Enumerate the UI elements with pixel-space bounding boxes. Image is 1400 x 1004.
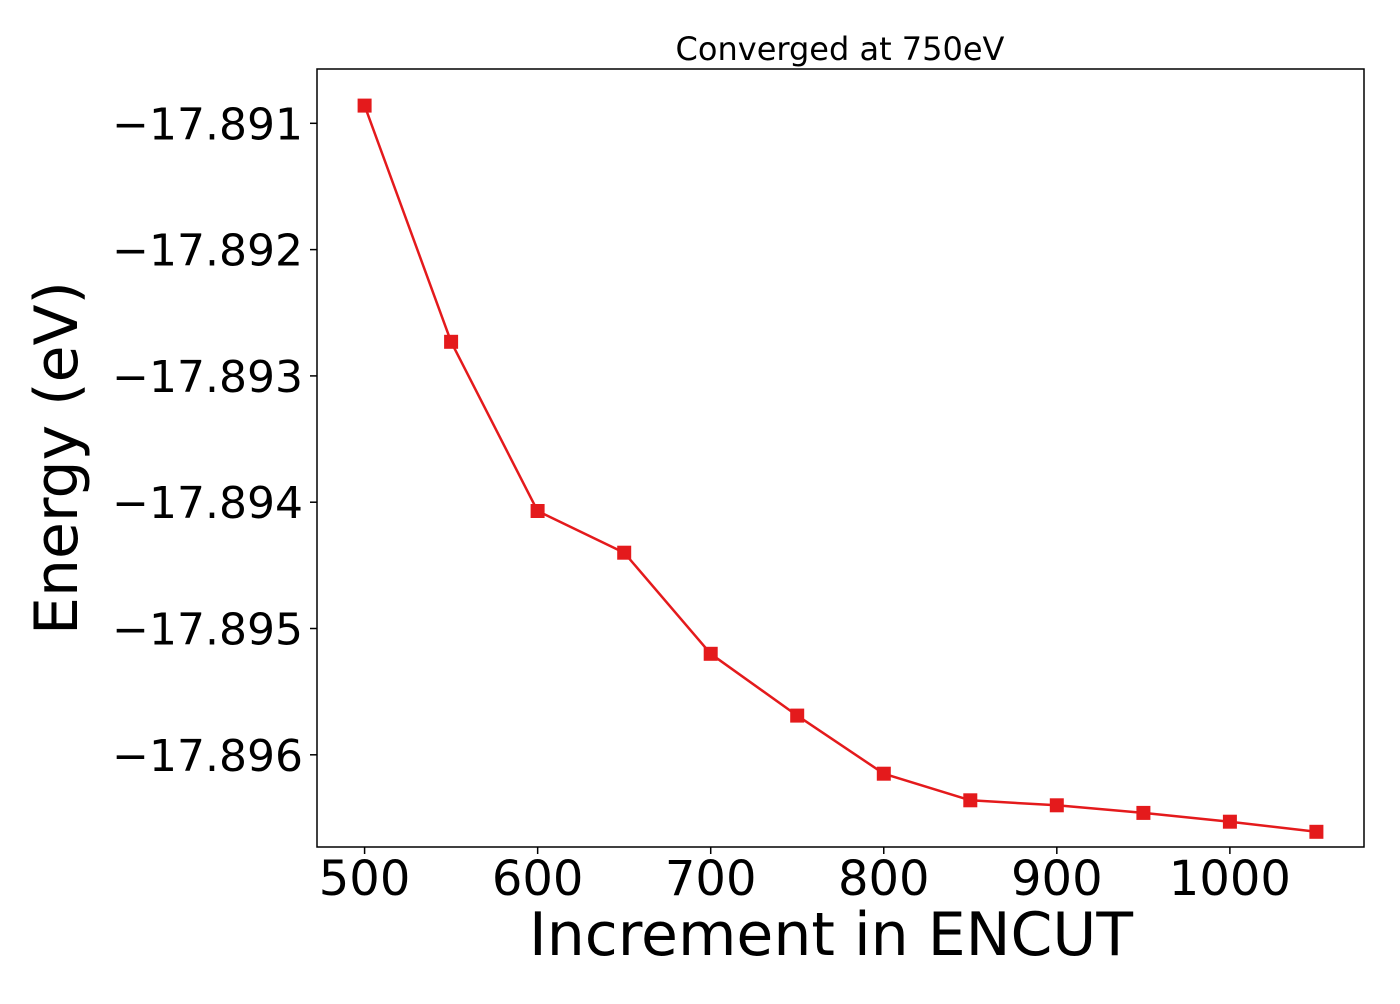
plot-area-frame (316, 68, 1365, 848)
chart-title: Converged at 750eV (676, 30, 1005, 68)
data-point-marker (617, 545, 632, 560)
series-line (363, 105, 1317, 834)
x-axis-ticks: 500 600 700 800 900 1000 (319, 847, 1291, 907)
data-point-marker (876, 766, 891, 781)
y-tick-label: −17.891 (112, 99, 303, 150)
data-point-marker (703, 646, 718, 661)
x-tick-label: 500 (319, 851, 411, 907)
data-point-marker (963, 793, 978, 808)
y-tick-label: −17.892 (112, 226, 303, 277)
y-axis-label: Energy (eV) (22, 281, 92, 635)
x-tick-label: 800 (838, 851, 930, 907)
y-tick-label: −17.896 (112, 731, 303, 782)
y-tick-label: −17.895 (112, 605, 303, 656)
y-tick-label: −17.893 (112, 352, 303, 403)
x-tick-label: 600 (492, 851, 584, 907)
data-point-marker (357, 98, 372, 113)
y-tick-label: −17.894 (112, 478, 303, 529)
data-point-marker (1222, 814, 1237, 829)
x-tick-label: 1000 (1169, 851, 1291, 907)
data-point-marker (1136, 805, 1151, 820)
x-axis-label: Increment in ENCUT (529, 900, 1133, 970)
data-point-marker (444, 334, 459, 349)
y-axis-ticks: −17.891 −17.892 −17.893 −17.894 −17.895 −17.8… (112, 99, 317, 782)
x-tick-label: 900 (1011, 851, 1103, 907)
series-layer (357, 98, 1324, 839)
x-tick-label: 700 (665, 851, 757, 907)
data-point-marker (1049, 798, 1064, 813)
data-point-marker (790, 708, 805, 723)
data-point-marker (1309, 824, 1324, 839)
data-point-marker (530, 504, 545, 518)
